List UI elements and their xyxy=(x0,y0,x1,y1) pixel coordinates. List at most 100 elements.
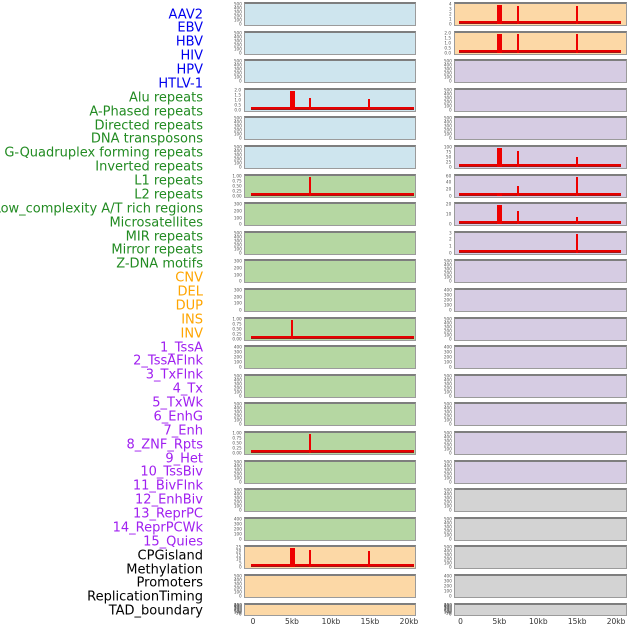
y-tick-label: 500 xyxy=(233,230,242,236)
y-tick-label: 400 xyxy=(443,573,452,579)
x-axis-tick: 0 xyxy=(458,616,463,626)
y-tick-label: 200 xyxy=(233,607,242,613)
y-tick-label: 300 xyxy=(233,495,242,501)
y-tick-label: 0 xyxy=(448,221,452,227)
y-tick-label: 0 xyxy=(238,611,242,617)
feature-plot xyxy=(243,288,416,312)
y-tick-label: 100 xyxy=(233,74,242,80)
y-tick-label: 300 xyxy=(233,605,242,611)
row-label-3_TxFlnk: 3_TxFlnk xyxy=(145,367,203,383)
row-label-Methylation: Methylation xyxy=(126,562,203,578)
row-label-L2 repeats: L2 repeats xyxy=(134,187,203,203)
y-tick-label: 200 xyxy=(443,583,452,589)
y-axis-ticks: 2.0 1.5 1.0 0.5 0.0 xyxy=(436,31,452,55)
row-label-8_ZNF_Rpts: 8_ZNF_Rpts xyxy=(126,437,203,453)
feature-plot xyxy=(453,288,627,312)
y-tick-label: 0.50 xyxy=(232,440,242,446)
row-label-DEL: DEL xyxy=(177,284,203,300)
feature-plot xyxy=(453,145,627,169)
y-axis-ticks: 500 400 300 200 100 0 xyxy=(436,460,451,484)
y-axis-ticks: 400 300 200 100 0 xyxy=(436,345,451,369)
y-tick-label: 2 xyxy=(448,11,452,17)
y-axis-ticks: 1.00 0.75 0.50 0.25 0.00 xyxy=(226,317,241,341)
row-label-DUP: DUP xyxy=(175,298,203,314)
y-tick-label: 300 xyxy=(443,524,452,530)
y-tick-label: 500 xyxy=(233,1,242,7)
y-tick-label: 200 xyxy=(233,294,242,300)
y-tick-label: 300 xyxy=(443,324,452,330)
y-tick-label: 300 xyxy=(443,578,452,584)
row-label-12_EnhBiv: 12_EnhBiv xyxy=(135,492,203,508)
y-tick-label: 500 xyxy=(233,30,242,36)
y-tick-label: 3 xyxy=(448,230,452,236)
row-label-Mirror repeats: Mirror repeats xyxy=(111,242,203,258)
y-tick-label: 25 xyxy=(446,159,452,165)
y-tick-label: 200 xyxy=(233,354,242,360)
y-tick-label: 500 xyxy=(443,259,452,264)
y-tick-label: 350 xyxy=(233,604,242,610)
y-tick-label: 400 xyxy=(443,62,452,68)
y-tick-label: 200 xyxy=(443,528,452,534)
y-tick-label: 200 xyxy=(443,414,452,419)
y-axis-ticks: 500 400 300 200 100 0 xyxy=(226,116,242,140)
x-axis-tick: 10kb xyxy=(321,616,341,626)
y-tick-label: 100 xyxy=(233,589,242,595)
row-label-13_ReprPC: 13_ReprPC xyxy=(132,506,203,522)
row-label-CNV: CNV xyxy=(175,270,203,286)
y-tick-label: 200 xyxy=(233,499,242,505)
y-tick-label: 60 xyxy=(446,173,452,179)
coverage-spike xyxy=(496,5,502,24)
y-tick-label: 500 xyxy=(233,602,242,608)
feature-plot xyxy=(453,87,627,112)
y-tick-label: 15 xyxy=(236,553,242,558)
y-tick-label: 400 xyxy=(233,120,242,125)
y-tick-label: 100 xyxy=(443,418,452,423)
y-tick-label: 400 xyxy=(233,62,242,68)
y-tick-label: 0 xyxy=(448,164,452,170)
coverage-spike xyxy=(289,90,295,110)
feature-plot xyxy=(453,259,627,284)
y-tick-label: 400 xyxy=(233,604,242,609)
y-tick-label: 400 xyxy=(443,434,452,440)
y-tick-label: 1.0 xyxy=(234,97,242,103)
row-label-4_Tx: 4_Tx xyxy=(172,381,203,397)
y-tick-label: 500 xyxy=(233,116,242,121)
y-tick-label: 0.00 xyxy=(232,193,242,199)
y-tick-label: 0.75 xyxy=(232,435,242,441)
y-tick-label: 400 xyxy=(233,5,242,11)
y-tick-label: 500 xyxy=(233,373,242,379)
y-tick-label: 0 xyxy=(238,479,242,485)
coverage-spike xyxy=(516,5,519,24)
y-tick-label: 400 xyxy=(443,520,452,526)
y-tick-label: 0 xyxy=(238,279,242,284)
y-tick-label: 100 xyxy=(233,389,242,395)
y-axis-ticks: 500 400 300 200 100 0 xyxy=(436,317,452,341)
y-tick-label: 100 xyxy=(443,446,452,452)
row-label-1_TssA: 1_TssA xyxy=(160,340,203,356)
x-axis-tick: 0 xyxy=(250,616,256,626)
y-tick-label: 300 xyxy=(443,95,452,101)
y-tick-label: 100 xyxy=(443,532,452,538)
y-tick-label: 100 xyxy=(233,418,242,423)
y-axis-ticks: 2.0 1.5 1.0 0.5 0.0 xyxy=(226,88,242,112)
feature-plot xyxy=(453,345,627,370)
y-tick-label: 100 xyxy=(233,272,242,278)
row-label-MIR repeats: MIR repeats xyxy=(125,229,203,245)
feature-plot xyxy=(453,116,627,141)
row-label-9_Het: 9_Het xyxy=(165,451,203,467)
y-tick-label: 200 xyxy=(233,414,242,419)
y-axis-ticks: 500 400 300 200 100 0 xyxy=(226,145,242,170)
feature-plot xyxy=(243,259,416,284)
y-tick-label: 5 xyxy=(238,561,242,566)
y-tick-label: 0 xyxy=(238,164,242,170)
y-tick-label: 400 xyxy=(233,577,242,583)
y-tick-label: 200 xyxy=(233,128,242,133)
coverage-spike xyxy=(496,192,502,196)
y-tick-label: 100 xyxy=(233,17,242,23)
y-tick-label: 100 xyxy=(443,103,452,109)
y-tick-label: 0 xyxy=(448,593,452,599)
y-axis-ticks: 500 400 300 200 100 0 xyxy=(226,30,242,55)
row-label-DNA transposons: DNA transposons xyxy=(90,131,203,147)
y-tick-label: 300 xyxy=(233,521,242,527)
